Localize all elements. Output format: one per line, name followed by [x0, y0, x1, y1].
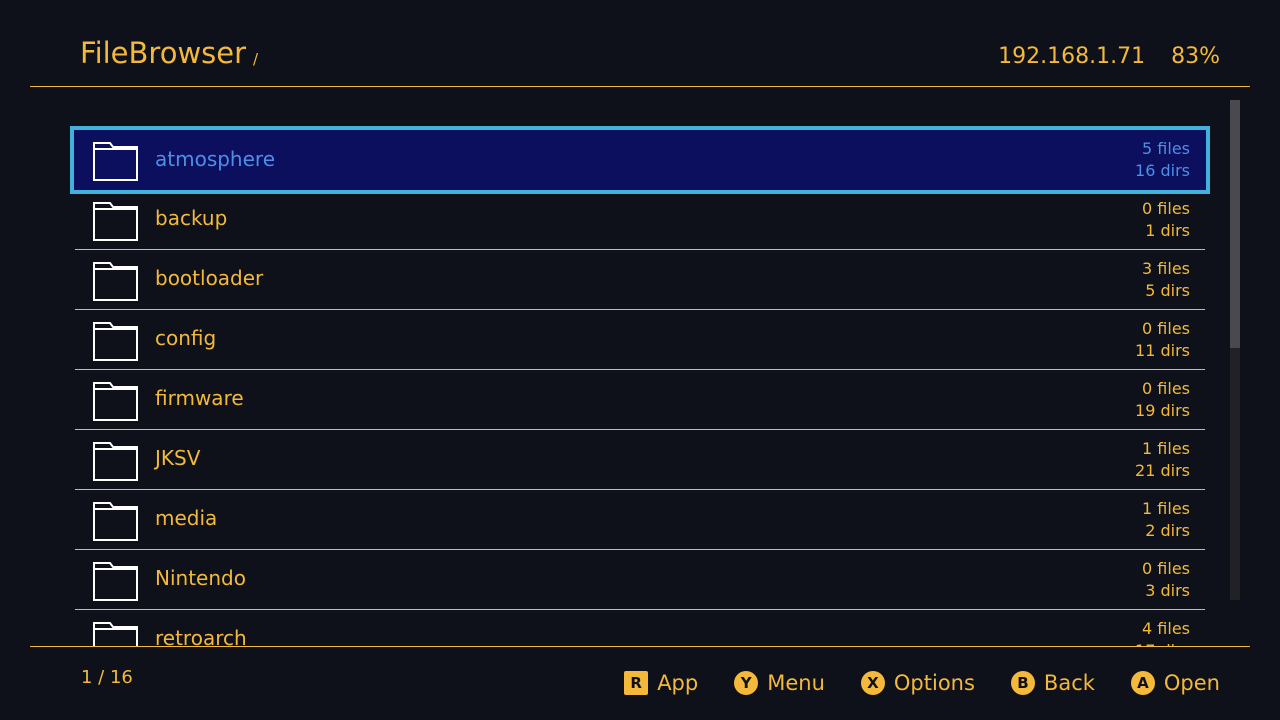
header-divider: [30, 86, 1250, 87]
file-list: atmosphere 5 files 16 dirs backup 0 files…: [0, 96, 1280, 646]
folder-counts: 5 files 16 dirs: [1135, 138, 1190, 182]
scrollbar[interactable]: [1230, 100, 1240, 600]
folder-counts: 0 files 11 dirs: [1135, 318, 1190, 362]
file-count: 5 files: [1142, 139, 1190, 158]
folder-row[interactable]: media 1 files 2 dirs: [75, 490, 1205, 550]
page-indicator: 1 / 16: [81, 667, 133, 688]
scrollbar-thumb[interactable]: [1230, 100, 1240, 348]
file-count: 0 files: [1142, 199, 1190, 218]
folder-row[interactable]: firmware 0 files 19 dirs: [75, 370, 1205, 430]
folder-counts: 1 files 2 dirs: [1142, 498, 1190, 542]
folder-name: JKSV: [155, 446, 201, 470]
folder-name: Nintendo: [155, 566, 246, 590]
dir-count: 21 dirs: [1135, 461, 1190, 480]
folder-name: backup: [155, 206, 228, 230]
folder-name: bootloader: [155, 266, 264, 290]
folder-counts: 0 files 1 dirs: [1142, 198, 1190, 242]
hint-label: Open: [1163, 671, 1220, 695]
folder-icon: [92, 200, 139, 246]
hint-label: Options: [893, 671, 975, 695]
folder-name: config: [155, 326, 217, 350]
hint-app-button[interactable]: R App: [624, 671, 698, 695]
hint-label: Back: [1043, 671, 1095, 695]
folder-name: atmosphere: [155, 147, 275, 171]
file-count: 1 files: [1142, 439, 1190, 458]
folder-counts: 3 files 5 dirs: [1142, 258, 1190, 302]
folder-icon: [92, 260, 139, 306]
dir-count: 16 dirs: [1135, 161, 1190, 180]
folder-icon: [92, 500, 139, 546]
folder-counts: 0 files 19 dirs: [1135, 378, 1190, 422]
folder-icon: [92, 320, 139, 366]
hint-label: Menu: [767, 671, 825, 695]
folder-row[interactable]: JKSV 1 files 21 dirs: [75, 430, 1205, 490]
dir-count: 19 dirs: [1135, 401, 1190, 420]
dir-count: 5 dirs: [1145, 281, 1190, 300]
dir-count: 17 dirs: [1135, 640, 1190, 646]
dir-count: 2 dirs: [1145, 521, 1190, 540]
ip-address: 192.168.1.71: [998, 44, 1146, 69]
folder-counts: 4 files 17 dirs: [1135, 618, 1190, 646]
folder-row[interactable]: config 0 files 11 dirs: [75, 310, 1205, 370]
y-button-icon: Y: [734, 671, 759, 695]
folder-name: firmware: [155, 386, 244, 410]
button-hints: R App Y Menu X Options B Back A Open: [624, 671, 1220, 695]
x-button-icon: X: [860, 671, 885, 695]
hint-label: App: [657, 671, 699, 695]
current-path: /: [253, 50, 259, 68]
app-title: FileBrowser: [80, 36, 247, 70]
hint-back-button[interactable]: B Back: [1010, 671, 1095, 695]
folder-name: retroarch: [155, 626, 247, 646]
hint-options-button[interactable]: X Options: [860, 671, 975, 695]
a-button-icon: A: [1130, 671, 1155, 695]
folder-row[interactable]: bootloader 3 files 5 dirs: [75, 250, 1205, 310]
folder-icon: [92, 380, 139, 426]
hint-menu-button[interactable]: Y Menu: [734, 671, 825, 695]
folder-icon: [92, 140, 139, 186]
status-area: 192.168.1.71 83%: [998, 44, 1220, 69]
dir-count: 11 dirs: [1135, 341, 1190, 360]
folder-counts: 1 files 21 dirs: [1135, 438, 1190, 482]
folder-icon: [92, 440, 139, 486]
hint-open-button[interactable]: A Open: [1130, 671, 1220, 695]
folder-icon: [92, 620, 139, 646]
folder-row[interactable]: atmosphere 5 files 16 dirs: [70, 126, 1210, 194]
file-count: 0 files: [1142, 379, 1190, 398]
folder-icon: [92, 560, 139, 606]
file-count: 4 files: [1142, 619, 1190, 638]
dir-count: 3 dirs: [1145, 581, 1190, 600]
dir-count: 1 dirs: [1145, 221, 1190, 240]
file-count: 3 files: [1142, 259, 1190, 278]
file-count: 0 files: [1142, 319, 1190, 338]
file-count: 1 files: [1142, 499, 1190, 518]
r-button-icon: R: [624, 671, 649, 695]
folder-name: media: [155, 506, 218, 530]
file-count: 0 files: [1142, 559, 1190, 578]
folder-row[interactable]: retroarch 4 files 17 dirs: [75, 610, 1205, 646]
b-button-icon: B: [1010, 671, 1035, 695]
folder-row[interactable]: backup 0 files 1 dirs: [75, 190, 1205, 250]
footer-divider: [30, 646, 1250, 647]
folder-row[interactable]: Nintendo 0 files 3 dirs: [75, 550, 1205, 610]
folder-counts: 0 files 3 dirs: [1142, 558, 1190, 602]
battery-level: 83%: [1171, 44, 1220, 69]
